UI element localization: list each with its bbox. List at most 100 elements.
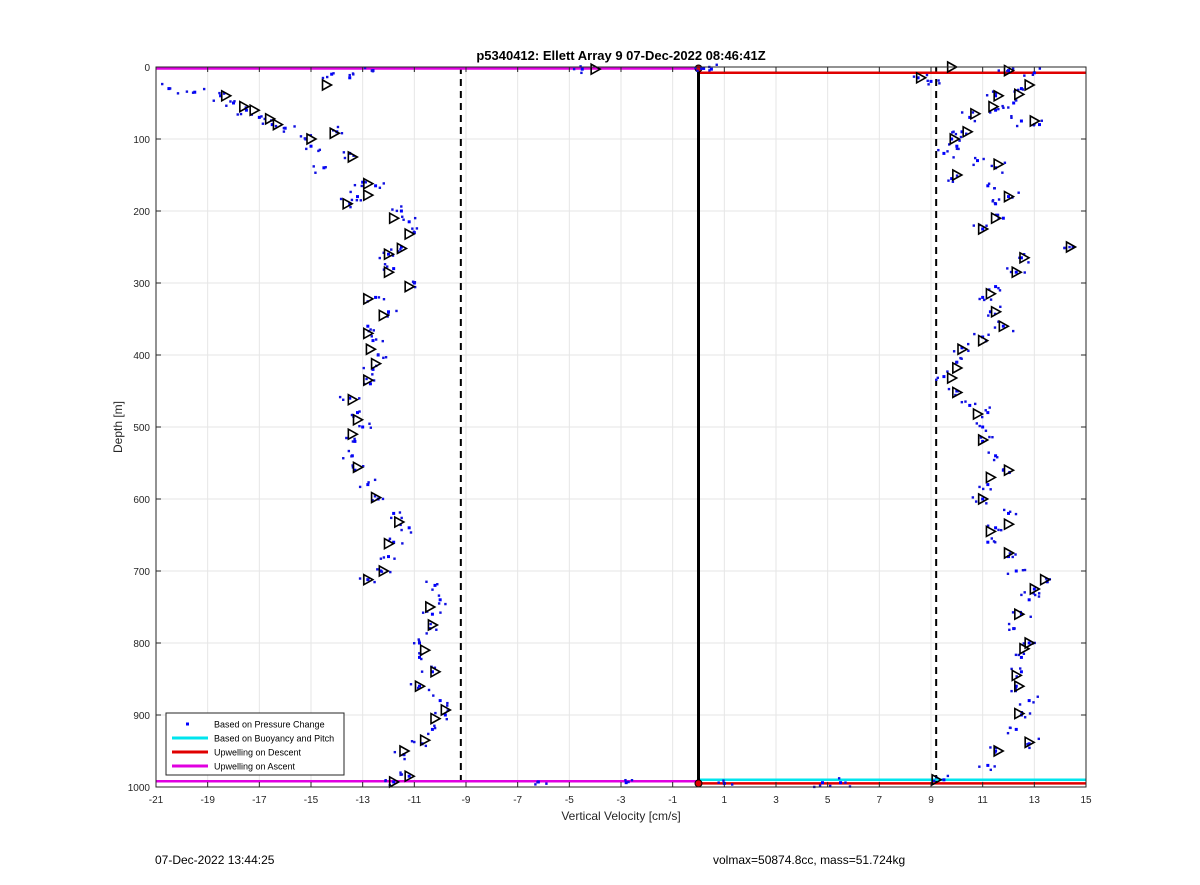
data-point bbox=[972, 224, 975, 227]
data-point bbox=[385, 265, 389, 268]
data-point bbox=[821, 781, 824, 785]
data-point bbox=[353, 468, 357, 472]
triangle-marker bbox=[985, 525, 998, 538]
legend-label: Based on Pressure Change bbox=[214, 720, 325, 730]
triangle-marker bbox=[306, 132, 318, 146]
data-point bbox=[1028, 712, 1032, 715]
data-point bbox=[347, 449, 351, 453]
data-point bbox=[1015, 124, 1019, 128]
data-point bbox=[353, 439, 357, 443]
data-point bbox=[1014, 684, 1018, 688]
data-point bbox=[444, 602, 447, 606]
data-point bbox=[942, 151, 946, 155]
data-point bbox=[534, 783, 537, 786]
data-point bbox=[1019, 667, 1022, 670]
data-point bbox=[990, 164, 993, 168]
data-point bbox=[936, 376, 939, 380]
x-tick-label: 11 bbox=[977, 795, 988, 806]
data-point bbox=[412, 642, 416, 645]
data-point bbox=[393, 557, 396, 560]
data-point bbox=[399, 771, 402, 774]
triangle-marker bbox=[1024, 736, 1036, 749]
data-point bbox=[348, 76, 352, 80]
data-point bbox=[1028, 746, 1031, 750]
data-point bbox=[413, 281, 417, 284]
data-point bbox=[303, 137, 307, 140]
data-point bbox=[986, 184, 990, 188]
data-point bbox=[317, 149, 320, 153]
data-point bbox=[981, 227, 985, 231]
data-point bbox=[326, 75, 329, 79]
data-point bbox=[391, 254, 395, 257]
triangle-marker bbox=[388, 211, 401, 225]
data-point bbox=[989, 746, 992, 749]
data-point bbox=[412, 230, 416, 233]
data-point bbox=[321, 76, 325, 80]
data-point bbox=[994, 541, 997, 544]
data-point bbox=[1033, 593, 1037, 597]
triangle-marker bbox=[1029, 582, 1041, 596]
data-point bbox=[1071, 245, 1075, 249]
data-point bbox=[994, 91, 998, 95]
data-point bbox=[980, 415, 984, 419]
data-point bbox=[270, 123, 274, 127]
data-point bbox=[371, 367, 375, 371]
data-point bbox=[387, 252, 390, 256]
data-point bbox=[202, 87, 206, 91]
data-point bbox=[403, 757, 406, 761]
data-point bbox=[1022, 642, 1026, 645]
triangle-marker bbox=[990, 305, 1003, 319]
data-point bbox=[955, 147, 959, 151]
data-point bbox=[229, 100, 232, 103]
data-point bbox=[993, 187, 996, 190]
data-point bbox=[244, 108, 248, 112]
data-point bbox=[400, 516, 403, 520]
data-point bbox=[312, 165, 315, 168]
data-point bbox=[966, 342, 970, 346]
data-point bbox=[1027, 641, 1031, 645]
data-point bbox=[572, 67, 576, 71]
data-point bbox=[973, 119, 977, 123]
data-point bbox=[1009, 270, 1013, 274]
triangle-marker bbox=[952, 361, 964, 375]
data-point bbox=[960, 346, 964, 350]
data-point bbox=[413, 285, 417, 289]
data-point bbox=[1011, 67, 1015, 70]
data-point bbox=[342, 457, 345, 460]
data-point bbox=[418, 655, 421, 659]
data-point bbox=[997, 528, 1000, 532]
triangle-marker bbox=[1039, 573, 1052, 586]
y-tick-label: 800 bbox=[133, 639, 150, 650]
data-point bbox=[399, 523, 402, 527]
data-point bbox=[717, 781, 720, 784]
data-point bbox=[1014, 569, 1018, 573]
triangle-marker bbox=[985, 471, 998, 484]
legend-swatch-dot bbox=[186, 722, 189, 726]
data-point bbox=[343, 156, 347, 160]
data-point bbox=[410, 740, 414, 743]
data-point bbox=[991, 435, 994, 439]
data-point bbox=[218, 91, 221, 95]
triangle-marker bbox=[952, 168, 964, 182]
triangle-marker bbox=[264, 112, 277, 126]
data-point bbox=[988, 435, 991, 439]
data-point bbox=[1014, 512, 1018, 516]
data-point bbox=[1026, 743, 1029, 746]
data-point bbox=[978, 765, 981, 768]
x-tick-label: -3 bbox=[617, 795, 626, 806]
data-point bbox=[955, 144, 959, 148]
data-point bbox=[978, 485, 981, 489]
data-point bbox=[1017, 653, 1020, 657]
data-point bbox=[545, 782, 548, 785]
data-point bbox=[1017, 88, 1020, 92]
x-tick-label: -19 bbox=[200, 795, 215, 806]
data-point bbox=[348, 73, 351, 77]
data-point bbox=[986, 411, 990, 415]
triangle-marker bbox=[383, 247, 396, 261]
marker-bottom bbox=[694, 779, 703, 788]
y-tick-label: 700 bbox=[133, 567, 150, 578]
triangle-marker bbox=[363, 327, 375, 340]
data-point bbox=[1006, 731, 1010, 735]
data-point bbox=[283, 126, 287, 130]
data-point bbox=[992, 540, 996, 543]
